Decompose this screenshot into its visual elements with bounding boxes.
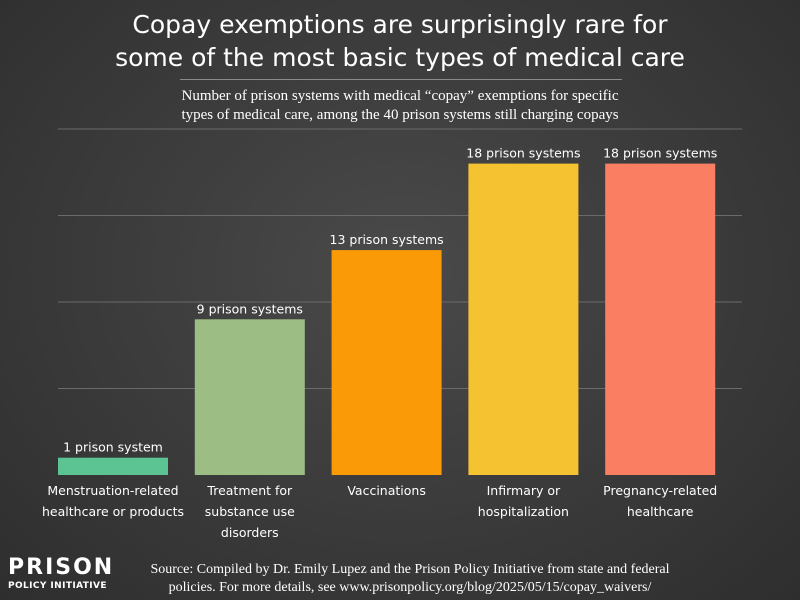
category-label-5: Pregnancy-related healthcare <box>585 480 735 522</box>
prison-policy-initiative-logo: PRISON POLICY INITIATIVE <box>8 555 115 593</box>
category-label-1-line-2: healthcare or products <box>42 504 184 519</box>
bar-3 <box>331 250 442 475</box>
source-note-line-2: policies. For more details, see www.pris… <box>168 580 652 595</box>
bar-1 <box>58 457 168 475</box>
category-label-4: Infirmary or hospitalization <box>448 480 598 522</box>
logo-line-2: POLICY INITIATIVE <box>8 581 107 591</box>
category-label-3: Vaccinations <box>312 480 462 501</box>
data-label-4: 18 prison systems <box>466 146 580 161</box>
bar-4 <box>468 163 579 475</box>
chart-subtitle: Number of prison systems with medical “c… <box>120 87 680 125</box>
category-label-5-line-2: healthcare <box>626 504 694 519</box>
title-divider <box>180 79 622 80</box>
chart-title: Copay exemptions are surprisingly rare f… <box>0 8 800 74</box>
bar-2 <box>194 319 305 475</box>
data-label-2: 9 prison systems <box>197 301 303 316</box>
category-label-1: Menstruation-related healthcare or produc… <box>38 480 188 522</box>
category-label-2-line-1: Treatment for <box>207 483 293 498</box>
category-label-2: Treatment for substance use disorders <box>175 480 325 543</box>
source-note-line-1: Source: Compiled by Dr. Emily Lupez and … <box>150 562 670 577</box>
data-label-3: 13 prison systems <box>330 232 444 247</box>
category-label-1-line-1: Menstruation-related <box>47 483 179 498</box>
category-label-4-line-2: hospitalization <box>477 504 569 519</box>
category-label-4-line-1: Infirmary or <box>486 483 561 498</box>
data-label-5: 18 prison systems <box>603 146 717 161</box>
category-label-3-line-1: Vaccinations <box>347 483 426 498</box>
chart-title-line-1: Copay exemptions are surprisingly rare f… <box>132 10 668 39</box>
source-note: Source: Compiled by Dr. Emily Lupez and … <box>130 561 690 597</box>
bar-5 <box>605 163 716 475</box>
logo-line-1: PRISON <box>8 555 115 580</box>
category-label-2-line-3: disorders <box>220 525 279 540</box>
category-label-5-line-1: Pregnancy-related <box>603 483 718 498</box>
chart-title-line-2: some of the most basic types of medical … <box>115 43 685 72</box>
chart-subtitle-line-2: types of medical care, among the 40 pris… <box>181 107 619 123</box>
chart-subtitle-line-1: Number of prison systems with medical “c… <box>181 88 619 104</box>
category-label-2-line-2: substance use <box>204 504 295 519</box>
data-label-1: 1 prison system <box>63 440 163 455</box>
